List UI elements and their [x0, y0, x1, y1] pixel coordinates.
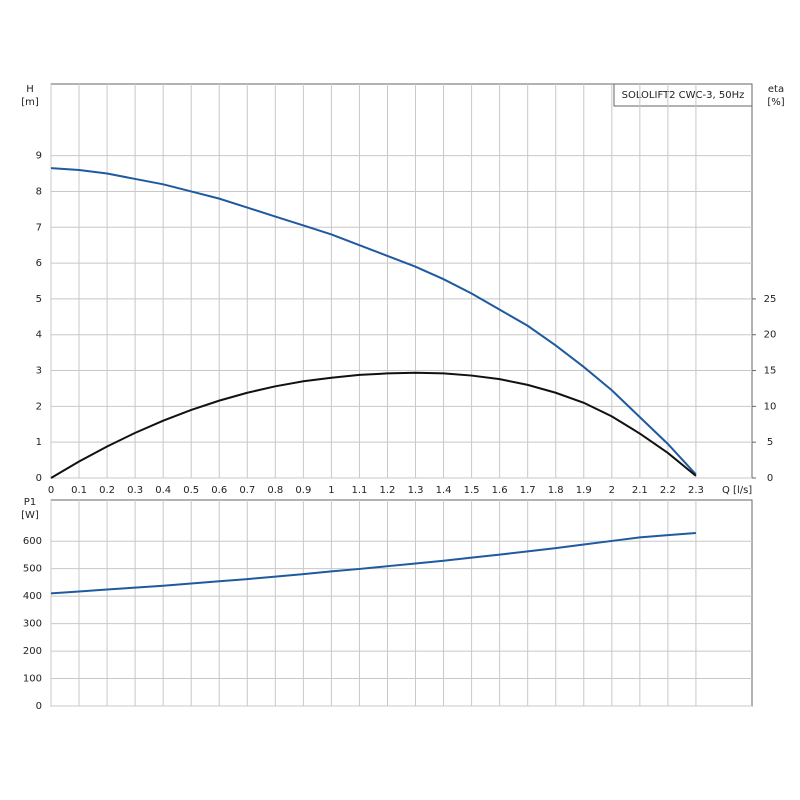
x-tick-label: 2.2: [660, 485, 676, 496]
x-tick-label: 2.3: [688, 485, 704, 496]
x-tick-label: 0.8: [267, 485, 283, 496]
y-tick-label: 6: [36, 258, 42, 269]
x-tick-label: 1.5: [464, 485, 480, 496]
series-line: [50, 167, 697, 476]
y-label: P1: [24, 497, 36, 508]
x-tick-label: 1.4: [436, 485, 452, 496]
y2-tick-label: 5: [767, 437, 773, 448]
y2-tick-label: 25: [764, 294, 777, 305]
y-tick-label: 500: [23, 564, 42, 575]
bottom-frame: [50, 499, 753, 707]
x-tick-label: 0.9: [295, 485, 311, 496]
y-tick-label: 4: [36, 330, 42, 341]
series-line: [50, 371, 697, 479]
y-tick-label: 400: [23, 591, 42, 602]
title-box: [613, 83, 753, 107]
x-tick-label: 2: [609, 485, 615, 496]
x-tick-label: 1.9: [576, 485, 592, 496]
x-tick-label: 1.7: [520, 485, 536, 496]
x-tick-label: 1.6: [492, 485, 508, 496]
y2-tick-label: 15: [764, 366, 777, 377]
x-tick-label: 0.2: [99, 485, 115, 496]
y2-unit: [%]: [767, 97, 784, 108]
x-tick-label: 1.2: [380, 485, 396, 496]
y-tick-label: 100: [23, 674, 42, 685]
x-tick-label: 0.1: [71, 485, 87, 496]
x-tick-label: 1.1: [351, 485, 367, 496]
y2-tick-label: 20: [764, 330, 777, 341]
x-tick-label: 1.3: [408, 485, 424, 496]
y-tick-label: 1: [36, 437, 42, 448]
y-label: H: [26, 84, 34, 95]
x-tick-label: 0.3: [127, 485, 143, 496]
y-tick-label: 9: [36, 151, 42, 162]
y-unit: [W]: [21, 510, 39, 521]
x-tick-label: 0.7: [239, 485, 255, 496]
chart-title: SOLOLIFT2 CWC-3, 50Hz: [622, 90, 745, 101]
x-tick-label: 1.8: [548, 485, 564, 496]
y-tick-label: 5: [36, 294, 42, 305]
y-tick-label: 8: [36, 186, 42, 197]
y-tick-label: 3: [36, 366, 42, 377]
y-tick-label: 7: [36, 222, 42, 233]
y-tick-label: 300: [23, 619, 42, 630]
y2-label: eta: [768, 84, 784, 95]
x-tick-label: 2.1: [632, 485, 648, 496]
x-tick-label: 0.6: [211, 485, 227, 496]
y-tick-label: 2: [36, 401, 42, 412]
top-frame: [50, 83, 753, 479]
x-tick-label: 0: [48, 485, 54, 496]
y-tick-label: 0: [36, 701, 42, 712]
y-tick-label: 0: [36, 473, 42, 484]
x-tick-label: 0.4: [155, 485, 171, 496]
y-unit: [m]: [21, 97, 39, 108]
x-tick-label: 1: [328, 485, 334, 496]
y-tick-label: 600: [23, 536, 42, 547]
y2-tick-label: 0: [767, 473, 773, 484]
y-tick-label: 200: [23, 646, 42, 657]
series-line: [50, 531, 696, 595]
y2-tick-label: 10: [764, 401, 777, 412]
x-label: Q [l/s]: [722, 485, 752, 496]
x-tick-label: 0.5: [183, 485, 199, 496]
